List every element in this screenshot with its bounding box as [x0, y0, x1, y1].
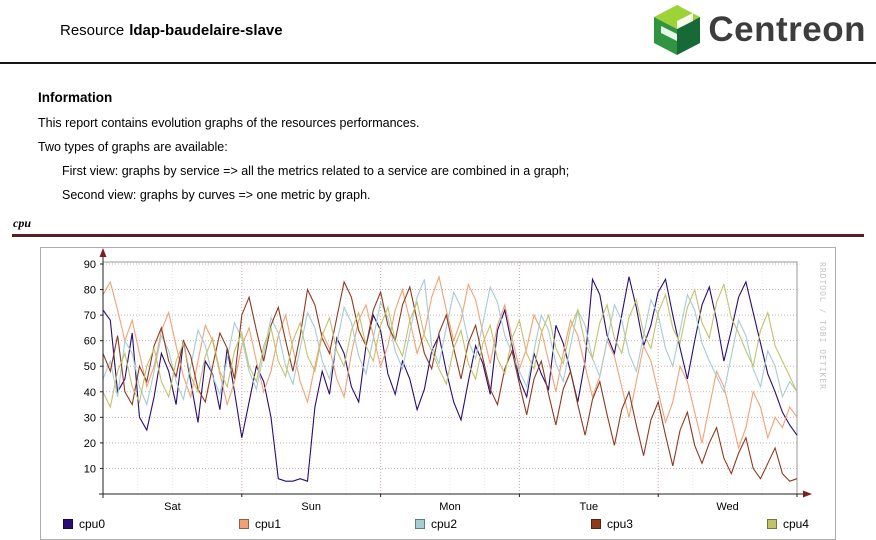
report-header: Resource ldap-baudelaire-slave Centreon [0, 0, 876, 62]
title-prefix: Resource [60, 22, 125, 39]
legend-item-cpu0: cpu0 [63, 517, 105, 531]
legend-swatch-cpu4 [766, 519, 777, 529]
svg-text:Tue: Tue [580, 501, 599, 512]
svg-text:30: 30 [84, 412, 96, 424]
legend-swatch-cpu2 [414, 519, 425, 529]
legend-item-cpu2: cpu2 [414, 517, 457, 531]
svg-text:50: 50 [84, 361, 96, 373]
svg-text:80: 80 [84, 285, 96, 297]
svg-text:40: 40 [84, 387, 96, 399]
legend-item-cpu1: cpu1 [238, 517, 282, 531]
svg-text:RRDTOOL / TOBI OETIKER: RRDTOOL / TOBI OETIKER [818, 262, 827, 390]
centreon-cube-icon [654, 5, 701, 55]
info-line-1: This report contains evolution graphs of… [38, 116, 420, 130]
header-divider [0, 62, 876, 64]
centreon-logo: Centreon [651, 3, 866, 57]
svg-text:10: 10 [84, 463, 96, 475]
svg-text:Wed: Wed [716, 501, 738, 512]
legend-swatch-cpu3 [590, 519, 601, 529]
section-divider [12, 234, 864, 237]
legend-item-cpu3: cpu3 [590, 517, 633, 531]
legend-label-cpu4: cpu4 [782, 517, 809, 531]
legend-label-cpu0: cpu0 [79, 517, 106, 531]
legend-label-cpu3: cpu3 [606, 517, 633, 531]
legend-item-cpu4: cpu4 [766, 517, 809, 531]
svg-text:70: 70 [84, 310, 96, 322]
cpu-graph-image: 10 20 30 40 50 60 70 80 90 Sat Sun Mon Tue Wed RRDTOOL… [84, 248, 827, 512]
cpu-chart: 10 20 30 40 50 60 70 80 90 Sat Sun Mon Tue Wed RRDTOOL… [40, 247, 836, 540]
svg-text:60: 60 [84, 336, 96, 348]
svg-text:Sat: Sat [164, 501, 181, 512]
svg-text:Mon: Mon [439, 501, 460, 512]
info-line-4: Second view: graphs by curves => one met… [62, 188, 371, 202]
information-heading: Information [38, 90, 113, 105]
info-line-2: Two types of graphs are available: [38, 140, 228, 154]
svg-text:Sun: Sun [301, 501, 321, 512]
graph-section-label: cpu [13, 216, 31, 230]
page-title: Resource ldap-baudelaire-slave [60, 22, 283, 39]
svg-text:90: 90 [84, 259, 96, 271]
centreon-logo-text: Centreon [708, 10, 866, 49]
legend-swatch-cpu1 [238, 519, 249, 529]
legend-label-cpu2: cpu2 [430, 517, 457, 531]
legend-label-cpu1: cpu1 [254, 517, 282, 531]
legend-swatch-cpu0 [63, 519, 73, 529]
info-line-3: First view: graphs by service => all the… [62, 164, 570, 178]
chart-legend: cpu0 cpu1 cpu2 cpu3 cpu4 [41, 512, 835, 538]
information-section: Information This report contains evoluti… [38, 90, 876, 202]
svg-text:20: 20 [84, 438, 96, 450]
resource-name: ldap-baudelaire-slave [129, 22, 283, 39]
